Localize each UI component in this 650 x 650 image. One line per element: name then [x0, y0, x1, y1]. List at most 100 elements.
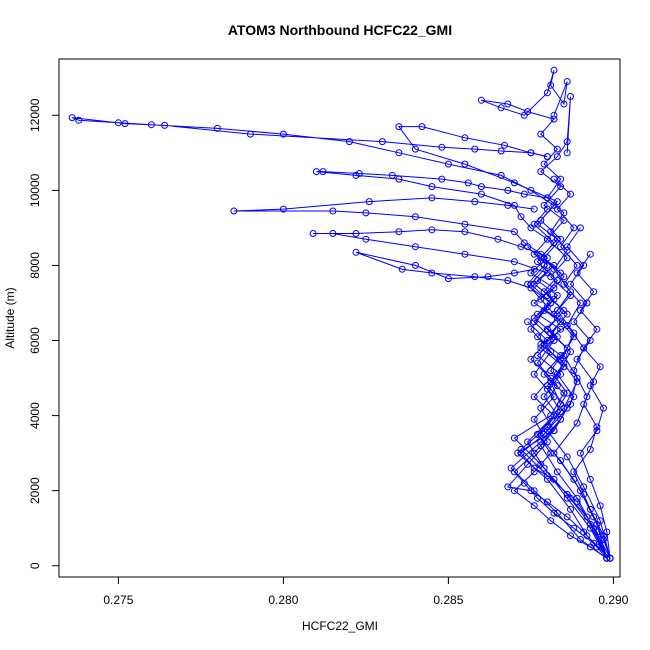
data-point	[567, 505, 574, 513]
data-point	[477, 183, 485, 191]
data-point	[563, 322, 571, 329]
data-point	[567, 532, 574, 540]
data-point	[517, 243, 525, 251]
data-point	[560, 273, 568, 281]
data-point	[461, 228, 469, 236]
data-point	[161, 121, 169, 129]
data-point	[583, 513, 591, 521]
data-point	[540, 464, 548, 472]
series-line-2	[233, 197, 608, 559]
data-point	[520, 190, 528, 198]
data-point	[527, 186, 535, 194]
data-point	[570, 393, 578, 401]
data-point	[563, 389, 571, 397]
data-point	[570, 318, 578, 326]
data-point	[530, 468, 538, 476]
data-point	[557, 243, 565, 251]
data-point	[570, 524, 578, 532]
data-point	[75, 116, 83, 124]
data-point	[530, 393, 538, 401]
data-point	[563, 149, 571, 157]
data-point	[527, 355, 535, 363]
data-point	[540, 430, 548, 438]
data-point	[428, 194, 436, 202]
data-point	[395, 175, 403, 183]
chart-title: ATOM3 Northbound HCFC22_GMI	[228, 22, 452, 38]
data-point	[355, 170, 363, 177]
data-point	[497, 104, 505, 112]
data-point	[540, 160, 548, 168]
data-point	[329, 230, 337, 237]
data-point	[494, 235, 502, 243]
data-point	[530, 299, 538, 307]
data-point	[553, 370, 561, 378]
data-point	[471, 198, 479, 206]
data-point	[530, 220, 538, 228]
data-point	[553, 153, 561, 161]
x-tick-label: 0.285	[433, 593, 463, 607]
data-point	[586, 382, 594, 390]
data-point	[547, 449, 555, 457]
data-point	[567, 93, 574, 100]
data-point	[329, 207, 337, 215]
data-point	[550, 66, 558, 74]
data-point	[543, 475, 551, 483]
data-point	[543, 303, 551, 311]
series-line-9	[553, 178, 611, 559]
data-point	[461, 160, 469, 168]
data-point	[378, 138, 386, 146]
y-tick-label: 8000	[28, 252, 42, 279]
data-point	[530, 502, 538, 510]
data-point	[279, 130, 287, 138]
data-point	[550, 427, 558, 435]
series-line-12	[506, 265, 608, 559]
data-point	[309, 230, 317, 237]
data-point	[567, 494, 574, 502]
data-point	[352, 230, 360, 237]
data-point	[583, 299, 591, 307]
series-line-14	[576, 253, 611, 559]
data-point	[553, 198, 561, 206]
data-point	[567, 400, 574, 408]
data-point	[553, 382, 561, 390]
data-point	[537, 130, 545, 138]
data-point	[510, 468, 518, 476]
data-point	[352, 248, 360, 256]
data-point	[444, 160, 452, 168]
data-point	[576, 224, 584, 232]
y-axis: 0 2000 4000 6000 8000 10000 12000	[28, 98, 60, 569]
data-point	[573, 355, 581, 363]
data-point	[477, 96, 485, 104]
data-point	[477, 190, 485, 198]
data-point	[461, 134, 469, 142]
data-point	[560, 363, 568, 371]
data-point	[428, 226, 436, 234]
series-line-13	[566, 227, 611, 559]
series-line-8	[536, 96, 608, 559]
data-point	[576, 307, 584, 314]
data-point	[395, 123, 403, 131]
data-point	[593, 427, 601, 435]
data-point	[586, 337, 594, 344]
y-tick-label: 4000	[28, 402, 42, 429]
data-point	[534, 430, 541, 438]
data-point	[600, 536, 607, 543]
data-point	[312, 168, 320, 176]
data-point	[428, 183, 436, 191]
data-point	[504, 483, 512, 491]
x-tick-label: 0.275	[103, 593, 133, 607]
data-point	[517, 213, 525, 221]
data-point	[550, 310, 558, 318]
data-point	[524, 318, 532, 326]
data-point	[504, 100, 512, 108]
data-point	[593, 543, 601, 551]
data-point	[471, 145, 479, 153]
data-point	[540, 261, 548, 269]
y-axis-label: Altitude (m)	[3, 287, 17, 348]
data-point	[573, 494, 581, 502]
data-point	[68, 114, 76, 122]
data-point	[570, 367, 578, 375]
data-point	[563, 453, 571, 461]
data-point	[279, 205, 287, 213]
data-point	[246, 130, 254, 138]
